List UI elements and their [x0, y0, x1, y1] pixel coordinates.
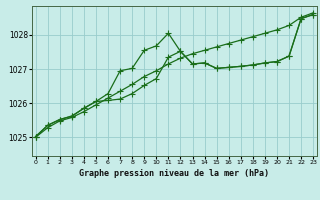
X-axis label: Graphe pression niveau de la mer (hPa): Graphe pression niveau de la mer (hPa) [79, 169, 269, 178]
